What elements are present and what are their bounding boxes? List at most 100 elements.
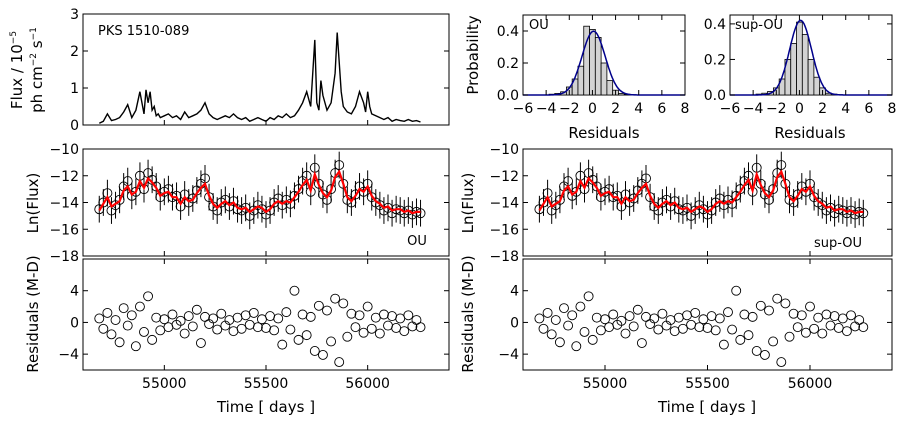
resid-supou-point [806, 302, 815, 311]
resid-supou-point [674, 313, 683, 322]
resid-ou-point [416, 323, 425, 332]
resid-ou-point [111, 316, 120, 325]
flux-panel: PKS 1510-089 Flux / 10−5 ph cm−2 s−1 012… [8, 7, 449, 134]
resid-ou-point [298, 310, 307, 319]
resid-ou-point [213, 325, 222, 334]
resid-ou-point [323, 306, 332, 315]
resid-supou-point [707, 312, 716, 321]
resid-supou-point [847, 311, 856, 320]
resid-ou-point [375, 329, 384, 338]
resid-ou-point [347, 309, 356, 318]
resid-supou-point [592, 313, 601, 322]
resid-supou-point [568, 311, 577, 320]
resid-supou-point [658, 309, 667, 318]
hist-supou-bar [802, 35, 808, 95]
resid-ou-point [327, 337, 336, 346]
resid-supou-point [756, 301, 765, 310]
resid-ou-point [302, 331, 311, 340]
hist-ou-bar [618, 93, 624, 95]
resid-ou-point [318, 350, 327, 359]
resid-supou-ytick-label: 0 [510, 315, 519, 331]
resid-ou-point [371, 313, 380, 322]
resid-supou-point [691, 308, 700, 317]
resid-ou-point [257, 315, 266, 324]
lnflux-supou-ytick-label: −18 [489, 249, 519, 265]
resid-ou-point [217, 309, 226, 318]
resid-supou-point [740, 310, 749, 319]
lnflux-ou-ytick-label: −12 [49, 169, 79, 185]
resid-ou-point [123, 321, 132, 330]
hist-ou-xlabel: Residuals [568, 124, 639, 142]
hist-supou-xtick-label: −4 [743, 101, 764, 117]
lnflux-supou-ytick-label: −12 [489, 169, 519, 185]
resid-supou-point [719, 340, 728, 349]
resid-ou-point [95, 314, 104, 323]
resid-supou-xtick-label: 55000 [583, 376, 628, 392]
resid-supou-point [576, 302, 585, 311]
lnflux-supou-ytick-label: −14 [489, 196, 519, 212]
resid-supou-point [842, 327, 851, 336]
resid-supou-point [830, 312, 839, 321]
hist-ou-xtick-label: 6 [657, 101, 666, 117]
flux-ytick-label: 3 [70, 7, 79, 23]
hist-supou-ytick-label: 0.4 [704, 17, 726, 33]
resid-ou-ytick-label: −4 [58, 347, 79, 363]
resid-ou-point [164, 323, 173, 332]
resid-ou-point [392, 323, 401, 332]
resid-supou-point [728, 325, 737, 334]
lnflux-supou-ytick-label: −16 [489, 222, 519, 238]
lnflux-ou-ytick-label: −14 [49, 196, 79, 212]
resid-supou-point [736, 335, 745, 344]
flux-series-line [99, 33, 420, 124]
resid-supou-point [801, 328, 810, 337]
resid-ou-xtick-label: 56000 [345, 376, 390, 392]
resid-supou-point [765, 306, 774, 315]
hist-ou-ytick-label: 0.4 [497, 24, 519, 40]
resid-supou-point [633, 305, 642, 314]
resid-supou-point [838, 314, 847, 323]
resid-ou-point [335, 358, 344, 367]
resid-supou-point [621, 329, 630, 338]
resid-ou-point [262, 323, 271, 332]
resid-ou-point [351, 323, 360, 332]
resid-supou-point [539, 324, 548, 333]
resid-supou-point [654, 325, 663, 334]
resid-supou-point [699, 315, 708, 324]
resid-supou-ytick-label: 4 [510, 284, 519, 300]
resid-ou-point [290, 286, 299, 295]
resid-ou-point [115, 338, 124, 347]
resid-ou-xlabel: Time [ days ] [216, 398, 315, 416]
hist-ou-ytick-label: 0.2 [497, 56, 519, 72]
hist-ou-xtick-label: 2 [611, 101, 620, 117]
resid-supou-point [724, 308, 733, 317]
resid-ou-point [245, 320, 254, 329]
resid-ou-point [408, 322, 417, 331]
hist-ou-xtick-label: 8 [681, 101, 690, 117]
resid-ou-point [156, 326, 165, 335]
hist-ou-bar [607, 81, 613, 95]
resid-ou-point [314, 301, 323, 310]
resid-ou-point [282, 308, 291, 317]
resid-ou-point [233, 313, 242, 322]
lnflux-ou-ytick-label: −18 [49, 249, 79, 265]
resid-ou-point [144, 292, 153, 301]
hist-ou-bar [578, 66, 584, 95]
resid-supou-point [744, 331, 753, 340]
hist-ou-xtick-label: −2 [559, 101, 580, 117]
lnflux-supou-panel: sup-OU Ln(Flux) −10−12−14−16−18 [459, 142, 892, 265]
resid-supou-point [732, 286, 741, 295]
resid-supou-point [715, 314, 724, 323]
hist-supou-xtick-label: −2 [766, 101, 787, 117]
resid-supou-point [752, 346, 761, 355]
hist-supou-ytick-label: 0.2 [704, 52, 726, 68]
hist-ou-panel: OU Probability Residuals 0.00.20.4−6−4−2… [464, 15, 689, 142]
resid-ou-point [278, 340, 287, 349]
hist-supou-xtick-label: −6 [720, 101, 741, 117]
resid-supou-point [760, 350, 769, 359]
resid-ou-point [107, 330, 116, 339]
resid-ou-point [103, 308, 112, 317]
hist-supou-xtick-label: 4 [841, 101, 850, 117]
resid-ou-xtick-label: 55500 [244, 376, 289, 392]
